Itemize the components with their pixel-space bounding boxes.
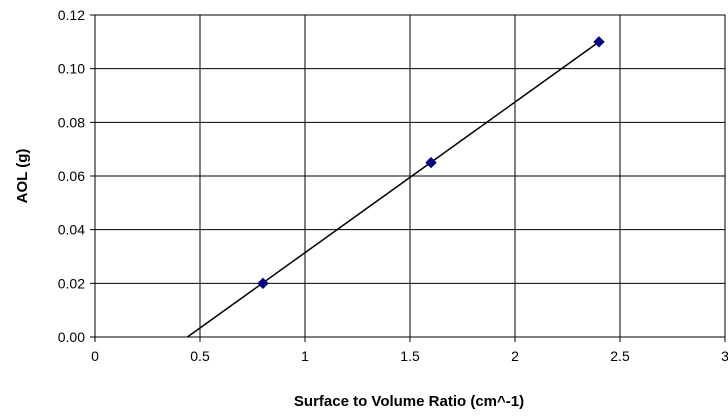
y-tick-label: 0.04 bbox=[58, 222, 85, 238]
x-tick-label: 2 bbox=[511, 348, 519, 364]
data-point bbox=[593, 36, 605, 48]
y-tick-label: 0.02 bbox=[58, 275, 85, 291]
x-axis-title: Surface to Volume Ratio (cm^-1) bbox=[294, 393, 524, 410]
data-point bbox=[257, 277, 269, 290]
trendline bbox=[186, 41, 600, 338]
x-tick-marks bbox=[94, 337, 726, 342]
y-tick-label: 0.08 bbox=[58, 114, 85, 130]
data-points bbox=[257, 36, 605, 290]
y-tick-label: 0.00 bbox=[58, 329, 85, 345]
y-tick-marks bbox=[90, 14, 95, 338]
x-tick-label: 3 bbox=[721, 348, 728, 364]
y-tick-label: 0.12 bbox=[58, 7, 85, 23]
x-tick-label: 2.5 bbox=[610, 348, 630, 364]
grid-lines bbox=[94, 14, 726, 338]
x-tick-labels: 0 0.5 1 1.5 2 2.5 3 bbox=[91, 348, 728, 364]
data-point bbox=[425, 156, 437, 169]
y-tick-label: 0.10 bbox=[58, 61, 85, 77]
x-tick-label: 0 bbox=[91, 348, 99, 364]
y-tick-label: 0.06 bbox=[58, 168, 85, 184]
x-tick-label: 0.5 bbox=[190, 348, 210, 364]
x-tick-label: 1.5 bbox=[400, 348, 420, 364]
y-tick-labels: 0.00 0.02 0.04 0.06 0.08 0.10 0.12 bbox=[58, 7, 85, 345]
x-tick-label: 1 bbox=[301, 348, 309, 364]
y-axis-title: AOL (g) bbox=[14, 149, 31, 204]
